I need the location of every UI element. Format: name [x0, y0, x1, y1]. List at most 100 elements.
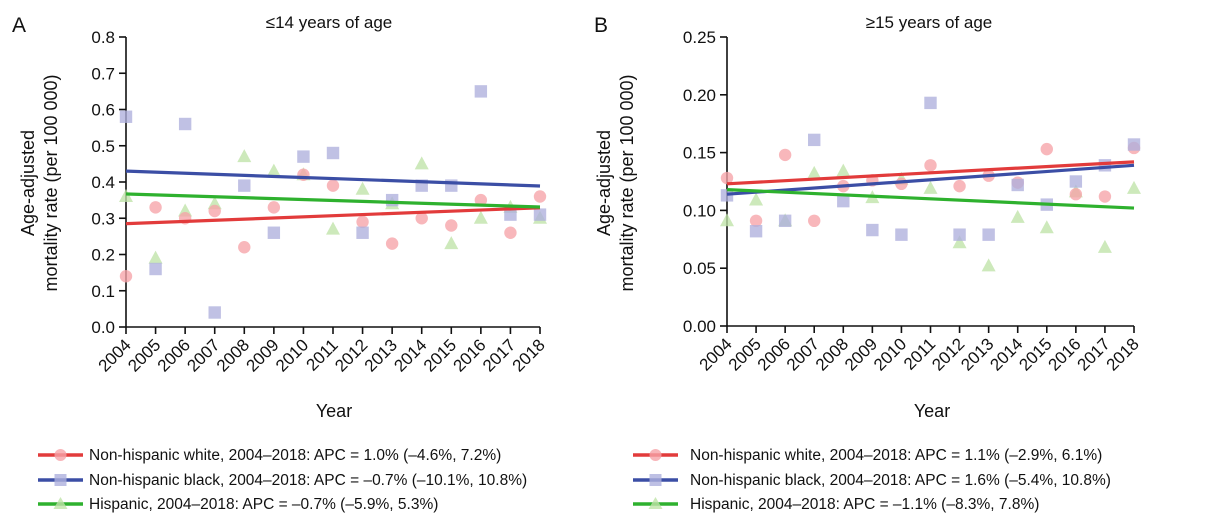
point-black [1127, 138, 1141, 151]
point-hispanic [237, 149, 252, 163]
legend-item-black: Non-hispanic black, 2004–2018: APC = 1.6… [633, 472, 1111, 489]
x-tick-label: 2009 [841, 334, 881, 374]
point-black [504, 208, 517, 221]
point-hispanic [749, 192, 764, 206]
x-tick-label: 2010 [272, 335, 312, 375]
legend-label-black: Non-hispanic black, 2004–2018: APC = –0.… [89, 472, 527, 489]
point-black [208, 306, 221, 319]
point-white [533, 190, 547, 203]
point-black [533, 208, 547, 221]
point-black [356, 226, 369, 239]
point-hispanic [473, 210, 488, 224]
point-white [474, 193, 488, 207]
x-tick-label: 2006 [154, 335, 194, 375]
x-tick-label: 2005 [124, 335, 164, 375]
trend-line-black [125, 169, 541, 188]
x-tick-label: 2007 [783, 334, 823, 374]
panel-b-xlabel: Year [914, 401, 950, 421]
legend-label-hispanic: Hispanic, 2004–2018: APC = –0.7% (–5.9%,… [89, 496, 438, 513]
x-tick-label: 2013 [361, 335, 401, 375]
y-tick-label: 0.25 [683, 28, 716, 47]
legend-item-hispanic: Hispanic, 2004–2018: APC = –1.1% (–8.3%,… [633, 496, 1039, 513]
legend-item-black: Non-hispanic black, 2004–2018: APC = –0.… [38, 472, 527, 489]
point-white [1098, 190, 1112, 203]
x-tick-label: 2015 [420, 335, 460, 375]
point-black [267, 226, 281, 239]
point-black [474, 85, 488, 98]
x-tick-label: 2016 [450, 335, 490, 375]
panel-a-legend: Non-hispanic white, 2004–2018: APC = 1.0… [38, 447, 527, 513]
point-hispanic [836, 163, 851, 177]
point-hispanic [952, 235, 967, 249]
legend-item-hispanic: Hispanic, 2004–2018: APC = –0.7% (–5.9%,… [38, 496, 438, 513]
y-tick-label: 0.10 [683, 201, 716, 220]
panel-b-ylabel-line-2: mortality rate (per 100 000) [617, 74, 637, 291]
point-hispanic [148, 250, 163, 264]
y-tick-label: 0.00 [683, 317, 716, 336]
point-black [982, 228, 995, 241]
legend-marker-hispanic [648, 497, 663, 509]
legend-marker-hispanic [53, 497, 68, 509]
y-tick-label: 0.20 [683, 86, 716, 105]
x-tick-label: 2013 [957, 334, 997, 374]
point-white [720, 171, 734, 185]
legend-label-black: Non-hispanic black, 2004–2018: APC = 1.6… [690, 472, 1111, 489]
point-hispanic [444, 236, 459, 250]
panel-b-points [720, 96, 1141, 272]
point-hispanic [807, 165, 822, 179]
y-tick-label: 0.4 [91, 173, 115, 192]
y-tick-label: 0.7 [91, 64, 115, 83]
point-black [749, 225, 763, 238]
y-tick-label: 0.15 [683, 144, 716, 163]
point-black [837, 194, 850, 208]
point-black [924, 96, 937, 110]
legend-marker-white [649, 449, 662, 461]
point-white [385, 237, 399, 250]
point-black [953, 228, 966, 241]
point-white [208, 204, 221, 218]
point-black [720, 189, 734, 202]
x-tick-label: 2008 [812, 334, 852, 374]
legend-item-white: Non-hispanic white, 2004–2018: APC = 1.0… [38, 447, 501, 464]
x-tick-label: 2014 [986, 334, 1026, 374]
point-black [808, 133, 821, 147]
point-hispanic [923, 180, 938, 194]
y-tick-label: 0.8 [91, 28, 115, 47]
x-tick-label: 2008 [213, 335, 253, 375]
x-tick-label: 2018 [509, 335, 549, 375]
point-white [924, 159, 937, 172]
x-tick-label: 2011 [900, 334, 939, 373]
trend-line-white [125, 206, 541, 226]
panel-a-trend-lines [125, 169, 541, 226]
point-hispanic [1097, 239, 1112, 253]
y-tick-label: 0.0 [91, 318, 115, 337]
point-black [866, 223, 879, 237]
x-tick-label: 2014 [390, 335, 430, 375]
panel-letter-a: A [12, 14, 26, 37]
point-white [953, 179, 966, 193]
y-tick-label: 0.05 [683, 259, 716, 278]
point-white [238, 241, 251, 254]
panel-a: A ≤14 years of age Age-adjusted mortalit… [12, 13, 549, 421]
point-white [749, 214, 763, 228]
point-hispanic [1127, 180, 1141, 194]
panel-a-ylabel-line-2: mortality rate (per 100 000) [41, 74, 61, 291]
point-black [178, 117, 192, 131]
legend-marker-white [54, 449, 67, 461]
point-white [778, 148, 792, 162]
trend-line-white [726, 160, 1135, 186]
point-white [504, 226, 517, 239]
point-white [1040, 142, 1053, 156]
point-black [1069, 175, 1083, 188]
point-black [385, 193, 399, 207]
x-tick-label: 2007 [183, 335, 223, 375]
point-hispanic [266, 163, 281, 177]
x-tick-label: 2005 [725, 334, 765, 374]
point-hispanic [1010, 209, 1025, 223]
point-black [1011, 178, 1024, 192]
panel-a-title: ≤14 years of age [266, 13, 393, 32]
y-tick-label: 0.3 [91, 209, 115, 228]
panel-b-ylabel-line-1: Age-adjusted [594, 130, 614, 236]
point-hispanic [981, 258, 996, 272]
